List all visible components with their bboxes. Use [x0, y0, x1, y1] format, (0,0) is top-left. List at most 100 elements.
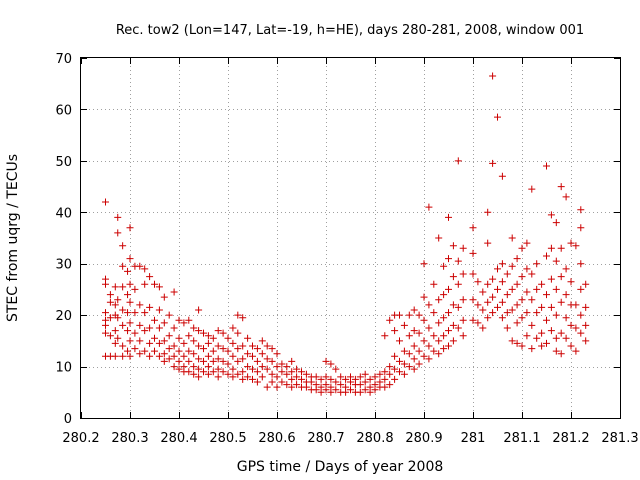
- x-tick-label: 280.9: [405, 431, 442, 446]
- data-point: [249, 375, 256, 383]
- data-point: [567, 342, 575, 350]
- data-point: [170, 352, 178, 360]
- data-point: [503, 291, 511, 299]
- data-point: [449, 321, 457, 329]
- data-point: [538, 280, 546, 288]
- data-point: [405, 311, 413, 319]
- data-points: [102, 72, 590, 396]
- data-point: [503, 309, 511, 317]
- data-point: [258, 363, 266, 371]
- data-point: [396, 368, 403, 376]
- data-point: [119, 283, 127, 291]
- data-point: [420, 316, 428, 324]
- x-tick-label: 280.3: [111, 431, 148, 446]
- data-point: [582, 303, 590, 311]
- data-point: [543, 339, 550, 347]
- data-point: [126, 337, 134, 345]
- data-point: [425, 301, 433, 309]
- data-point: [249, 352, 256, 360]
- data-point: [337, 373, 345, 381]
- data-point: [415, 311, 423, 319]
- data-point: [445, 285, 452, 293]
- data-point: [170, 288, 178, 296]
- data-point: [425, 355, 433, 363]
- y-tick-label: 70: [55, 52, 72, 67]
- data-point: [249, 365, 256, 373]
- data-point: [111, 339, 119, 347]
- data-point: [239, 314, 247, 322]
- data-point: [190, 350, 198, 358]
- data-point: [126, 280, 134, 288]
- data-point: [224, 347, 232, 355]
- data-point: [396, 357, 403, 365]
- data-point: [195, 365, 203, 373]
- data-point: [562, 334, 570, 342]
- data-point: [523, 309, 531, 317]
- data-point: [440, 345, 448, 353]
- data-point: [543, 316, 550, 324]
- data-point: [381, 368, 389, 376]
- data-point: [165, 345, 173, 353]
- data-point: [386, 363, 394, 371]
- data-point: [415, 360, 423, 368]
- data-point: [366, 375, 374, 383]
- data-point: [513, 339, 521, 347]
- data-point: [371, 373, 379, 381]
- data-point: [567, 321, 575, 329]
- data-point: [302, 370, 310, 378]
- data-point: [141, 309, 149, 317]
- data-point: [119, 242, 127, 250]
- data-point: [204, 339, 212, 347]
- data-point: [577, 206, 585, 214]
- data-point: [239, 375, 247, 383]
- data-point: [234, 345, 242, 353]
- data-point: [543, 162, 550, 170]
- data-point: [195, 306, 203, 314]
- data-point: [146, 352, 154, 360]
- data-point: [459, 270, 467, 278]
- data-point: [219, 368, 227, 376]
- data-point: [474, 301, 482, 309]
- data-point: [371, 386, 379, 394]
- data-point: [557, 183, 565, 191]
- data-point: [185, 357, 193, 365]
- data-point: [126, 319, 134, 327]
- data-point: [119, 352, 127, 360]
- x-tick-label: 280.8: [356, 431, 393, 446]
- data-point: [288, 357, 296, 365]
- data-point: [513, 301, 521, 309]
- data-point: [283, 363, 291, 371]
- y-tick-label: 30: [55, 258, 72, 273]
- data-point: [577, 311, 585, 319]
- data-point: [317, 388, 325, 396]
- data-point: [136, 337, 144, 345]
- data-point: [106, 298, 114, 306]
- x-tick-labels: 280.2 280.3 280.4 280.5 280.6 280.7 280.8 280.9…: [62, 431, 638, 446]
- data-point: [204, 370, 212, 378]
- data-point: [420, 260, 428, 268]
- data-point: [430, 309, 438, 317]
- data-point: [185, 368, 193, 376]
- data-point: [160, 350, 168, 358]
- data-point: [508, 306, 516, 314]
- data-point: [229, 352, 237, 360]
- data-point: [126, 298, 134, 306]
- data-point: [239, 368, 247, 376]
- data-point: [258, 373, 266, 381]
- data-point: [440, 314, 448, 322]
- data-point: [469, 224, 477, 232]
- data-point: [503, 324, 511, 332]
- data-point: [239, 342, 247, 350]
- data-point: [435, 296, 443, 304]
- y-tick-labels: 0 10 20 30 40 50 60 70: [55, 52, 72, 427]
- data-point: [489, 275, 497, 283]
- data-point: [337, 381, 345, 389]
- data-point: [474, 319, 482, 327]
- data-point: [288, 368, 296, 376]
- data-point: [234, 329, 242, 337]
- data-point: [381, 332, 389, 340]
- data-point: [224, 360, 232, 368]
- data-point: [111, 352, 119, 360]
- data-point: [204, 332, 212, 340]
- data-point: [391, 375, 399, 383]
